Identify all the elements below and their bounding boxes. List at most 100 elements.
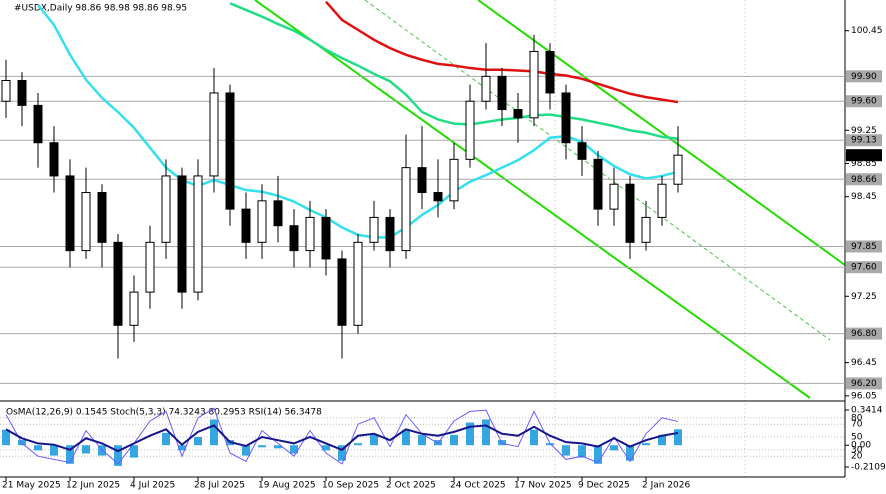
candle-body	[113, 241, 123, 326]
channel-line	[477, 0, 846, 266]
candle-body	[561, 92, 571, 144]
x-tick-label: 28 Jul 2025	[194, 481, 245, 491]
x-tick-label: 19 Aug 2025	[258, 481, 316, 491]
osc-line	[5, 407, 679, 465]
level-box	[846, 240, 882, 253]
candle-body	[497, 75, 507, 111]
level-box	[846, 327, 882, 340]
osma-bar	[370, 434, 378, 446]
osma-bar	[66, 445, 74, 464]
y-tick-label: 96.45	[851, 358, 877, 368]
candle-body	[593, 158, 603, 210]
osma-bar	[418, 434, 426, 446]
candle-body	[657, 183, 667, 218]
y2-tick-label: -0.2109	[851, 462, 886, 472]
osma-bar	[258, 445, 266, 448]
x-tick-label: 9 Dec 2025	[578, 481, 630, 491]
osma-bar	[130, 445, 138, 458]
osma-bar	[178, 445, 186, 451]
candle-body	[257, 200, 267, 243]
osma-bar	[546, 443, 554, 446]
osma-bar	[50, 445, 58, 456]
level-label: 97.85	[851, 242, 877, 252]
osma-bar	[242, 445, 250, 456]
candle-body	[625, 183, 635, 243]
candle-body	[609, 183, 619, 210]
x-tick-label: 24 Oct 2025	[450, 481, 506, 491]
level-label: 99.13	[851, 136, 877, 146]
candle-body	[161, 175, 171, 243]
x-tick-label: 21 May 2025	[2, 481, 61, 491]
price-box	[846, 149, 882, 162]
candle-body	[417, 167, 427, 194]
osma-bar	[82, 445, 90, 454]
level-box	[846, 173, 882, 186]
y-tick-label: 100.45	[851, 26, 883, 36]
candle-body	[129, 291, 139, 326]
moving-average	[229, 2, 679, 140]
level-box	[846, 377, 882, 390]
osma-bar	[194, 436, 202, 446]
candle-body	[241, 208, 251, 243]
osma-bar	[610, 445, 618, 451]
candle-body	[321, 216, 331, 260]
price-label: 98.95	[851, 151, 877, 161]
candle-body	[449, 158, 459, 202]
y-tick-label: 98.45	[851, 192, 877, 202]
candle-body	[305, 216, 315, 252]
osma-bar	[274, 445, 282, 449]
osma-bar	[322, 445, 330, 451]
osma-bar	[674, 429, 682, 446]
osma-bar	[658, 434, 666, 446]
candle-body	[65, 175, 75, 252]
candle-body	[193, 175, 203, 293]
y-tick-label: 98.85	[851, 159, 877, 169]
candle-body	[369, 216, 379, 243]
level-label: 98.66	[851, 175, 877, 185]
y-tick-label: 80	[851, 413, 863, 423]
osma-bar	[530, 429, 538, 446]
candle-body	[353, 241, 363, 326]
candle-body	[529, 50, 539, 119]
osma-bar	[114, 445, 122, 466]
candle-body	[289, 225, 299, 252]
y2-tick-label: 0.00	[851, 441, 871, 451]
x-tick-label: 4 Jul 2025	[130, 481, 175, 491]
candle-body	[401, 167, 411, 252]
candle-body	[33, 104, 43, 144]
level-box	[846, 261, 882, 274]
candle-body	[385, 216, 395, 252]
candle-body	[209, 92, 219, 177]
osma-bar	[338, 445, 346, 461]
level-label: 96.20	[851, 379, 877, 389]
level-label: 99.90	[851, 72, 877, 82]
candle-body	[545, 50, 555, 94]
chart-title: #USDX,Daily 98.86 98.98 98.86 98.95	[14, 4, 187, 14]
osma-bar	[162, 432, 170, 446]
osma-bar	[2, 429, 10, 446]
osma-bar	[594, 445, 602, 464]
level-box	[846, 95, 882, 108]
candle-body	[225, 92, 235, 210]
osma-bar	[354, 443, 362, 446]
level-box	[846, 134, 882, 147]
candle-body	[81, 192, 91, 252]
osma-bar	[562, 445, 570, 456]
y-tick-label: 97.25	[851, 292, 877, 302]
x-tick-label: 10 Sep 2025	[322, 481, 379, 491]
osma-bar	[466, 422, 474, 446]
candle-body	[465, 100, 475, 160]
candle-body	[641, 216, 651, 243]
candle-body	[337, 258, 347, 326]
x-tick-label: 12 Jun 2025	[66, 481, 120, 491]
y-tick-label: 30	[851, 445, 863, 455]
candle-body	[273, 200, 283, 227]
osma-bar	[210, 419, 218, 446]
osma-bar	[402, 429, 410, 446]
y-tick-label: 99.25	[851, 126, 877, 136]
osc-line	[5, 424, 679, 453]
level-box	[846, 70, 882, 83]
x-tick-label: 2 Jan 2026	[642, 481, 690, 491]
